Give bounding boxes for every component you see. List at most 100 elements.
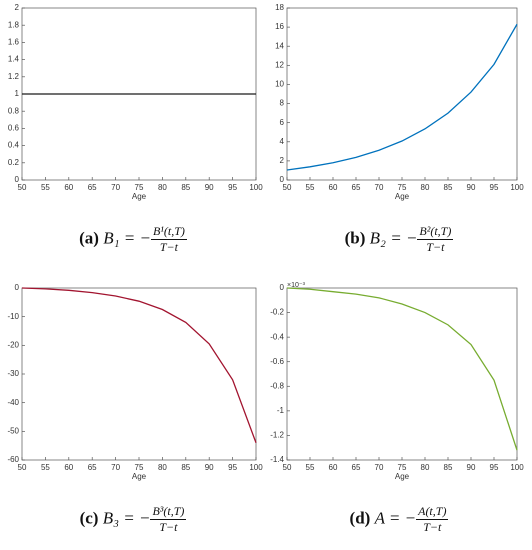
y-tick-label: -0.8 [270,381,284,390]
caption-fraction: B³(t,T) T−t [150,504,187,535]
x-tick-label: 65 [352,183,361,192]
caption-lhs: A = − [374,508,417,528]
x-tick-label: 55 [306,463,315,472]
x-axis-label: Age [395,192,410,201]
caption-numerator: A(t,T) [418,504,447,518]
y-tick-label: 0.8 [8,106,20,115]
caption: (c) B₃ = − B³(t,T) T−t [0,504,266,535]
y-tick-label: 0.2 [8,158,20,167]
caption-denominator: T−t [417,239,454,255]
caption: (b) B₂ = − B²(t,T) T−t [266,224,532,255]
x-tick-label: 85 [181,463,190,472]
caption-fraction: B¹(t,T) T−t [150,224,187,255]
caption-label: (a) [79,228,99,248]
axes-box [21,287,257,461]
y-tick-label: -1.4 [270,455,284,464]
y-tick-label: 12 [275,60,284,69]
x-tick-label: 60 [329,463,338,472]
y-tick-label: 1.4 [8,55,20,64]
y-tick-label: -1.2 [270,431,284,440]
caption-fraction: A(t,T) T−t [416,504,449,535]
x-tick-label: 90 [467,463,476,472]
x-tick-label: 60 [64,183,73,192]
y-tick-label: 16 [275,22,284,31]
y-tick-label: -40 [7,398,19,407]
y-tick-label: 0 [280,175,285,184]
caption-numerator: B¹(t,T) [152,224,185,238]
caption-lhs: B₂ = − [369,228,418,248]
x-tick-label: 85 [181,183,190,192]
y-tick-label: 2 [280,156,285,165]
y-tick-label: 14 [275,41,284,50]
caption-lhs: B₁ = − [103,228,151,248]
x-tick-label: 95 [490,463,499,472]
y-tick-label: 1 [15,89,20,98]
y-tick-label: 0.4 [8,141,20,150]
x-tick-label: 70 [375,463,384,472]
x-tick-label: 85 [444,183,453,192]
x-tick-label: 90 [205,463,214,472]
x-tick-label: 85 [444,463,453,472]
x-tick-label: 90 [467,183,476,192]
x-tick-label: 80 [421,183,430,192]
x-tick-label: 50 [283,183,292,192]
y-tick-label: -0.2 [270,308,284,317]
caption-label: (d) [349,508,371,528]
caption: (d) A = − A(t,T) T−t [266,504,532,535]
y-tick-label: 1.8 [8,20,20,29]
x-tick-label: 95 [228,463,237,472]
y-tick-label: 2 [15,3,20,12]
caption: (a) B₁ = − B¹(t,T) T−t [0,224,266,255]
y-tick-label: -0.6 [270,357,284,366]
axes-box [286,287,518,461]
x-tick-label: 100 [510,463,524,472]
x-tick-label: 55 [41,183,50,192]
y-multiplier: ×10⁻³ [287,282,306,289]
x-tick-label: 90 [205,183,214,192]
caption-numerator: B³(t,T) [152,504,185,518]
caption-lhs: B₃ = − [102,508,151,528]
x-tick-label: 70 [111,183,120,192]
line [286,287,518,451]
y-tick-label: 6 [280,118,285,127]
axes-box [286,7,518,181]
caption-denominator: T−t [150,519,187,535]
y-tick-label: 1.2 [8,72,20,81]
y-tick-label: -0.4 [270,332,284,341]
x-tick-label: 80 [158,463,167,472]
y-tick-label: 10 [275,80,284,89]
y-tick-label: 0.6 [8,124,20,133]
x-tick-label: 100 [249,183,263,192]
x-tick-label: 75 [398,463,407,472]
y-tick-label: 1.6 [8,38,20,47]
x-tick-label: 50 [283,463,292,472]
caption-denominator: T−t [416,519,449,535]
caption-denominator: T−t [150,239,187,255]
y-tick-label: -30 [7,369,19,378]
y-tick-label: -10 [7,312,19,321]
y-tick-label: 8 [280,99,285,108]
x-tick-label: 80 [421,463,430,472]
y-tick-label: 0 [15,283,20,292]
caption-label: (b) [344,228,366,248]
y-tick-label: 18 [275,3,284,12]
y-tick-label: -50 [7,426,19,435]
x-tick-label: 80 [158,183,167,192]
x-tick-label: 95 [228,183,237,192]
x-tick-label: 75 [398,183,407,192]
y-tick-label: -60 [7,455,19,464]
caption-label: (c) [79,508,99,528]
x-tick-label: 65 [352,463,361,472]
x-tick-label: 55 [41,463,50,472]
line [21,287,257,444]
x-tick-label: 95 [490,183,499,192]
caption-fraction: B²(t,T) T−t [417,224,454,255]
x-tick-label: 100 [249,463,263,472]
x-tick-label: 50 [18,463,27,472]
y-tick-label: 0 [15,175,20,184]
x-tick-label: 75 [135,463,144,472]
caption-numerator: B²(t,T) [419,224,452,238]
x-tick-label: 60 [64,463,73,472]
